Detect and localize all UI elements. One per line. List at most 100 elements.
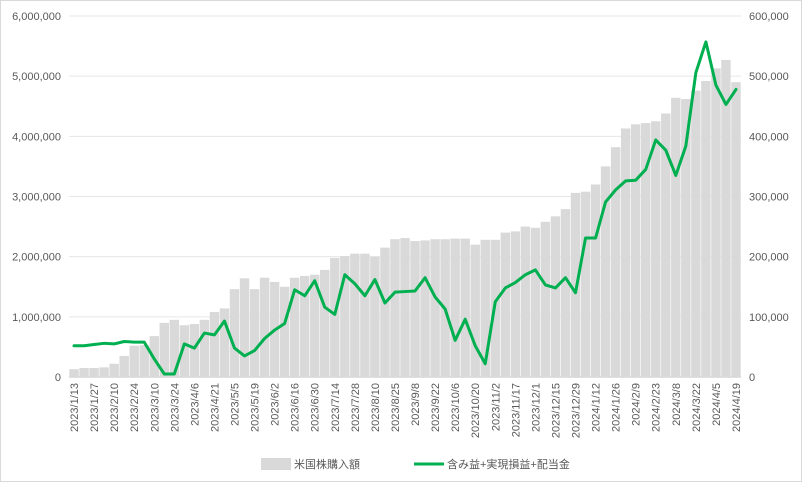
x-tick-label: 2023/6/30 — [310, 383, 322, 432]
bar — [209, 312, 220, 377]
bar — [229, 289, 240, 377]
x-tick-label: 2023/5/19 — [250, 383, 262, 432]
bar — [540, 221, 551, 377]
x-tick-label: 2023/11/2 — [490, 383, 502, 431]
bar — [671, 97, 681, 378]
bar — [630, 124, 641, 377]
legend-swatch-bar — [261, 458, 291, 470]
bar — [430, 239, 440, 377]
bar — [610, 147, 621, 377]
bar — [530, 227, 541, 377]
bar — [169, 319, 180, 377]
bar — [320, 269, 330, 377]
x-tick-label: 2024/4/5 — [711, 383, 723, 426]
x-tick-label: 2024/1/12 — [591, 383, 603, 432]
bar — [701, 80, 711, 377]
bar — [69, 369, 79, 377]
y-right-tick-label: 500,000 — [749, 71, 789, 83]
y-left-tick-label: 2,000,000 — [12, 252, 61, 264]
x-tick-label: 2023/7/28 — [350, 383, 362, 432]
x-tick-label: 2023/3/24 — [169, 383, 181, 432]
x-tick-label: 2023/12/1 — [530, 383, 542, 432]
bar — [129, 345, 139, 377]
x-tick-label: 2023/4/6 — [189, 383, 201, 426]
x-tick-label: 2023/12/15 — [550, 383, 562, 438]
x-tick-label: 2023/1/27 — [89, 383, 101, 432]
bar — [340, 256, 350, 377]
bar — [109, 363, 119, 377]
x-tick-label: 2023/12/29 — [571, 383, 583, 438]
bar — [600, 166, 611, 377]
line-series — [72, 40, 738, 376]
x-tick-label: 2024/3/22 — [691, 383, 703, 432]
y-left-tick-label: 5,000,000 — [12, 71, 61, 83]
bar — [380, 247, 390, 377]
bar — [279, 286, 290, 377]
y-right-tick-label: 600,000 — [749, 11, 789, 23]
bar — [289, 277, 300, 377]
bar — [731, 82, 741, 377]
bar — [410, 241, 420, 377]
bar — [681, 99, 691, 377]
y-left-tick-label: 4,000,000 — [12, 131, 61, 143]
bar — [299, 275, 310, 377]
bar — [520, 226, 531, 377]
x-tick-label: 2023/10/20 — [470, 383, 482, 438]
bar — [580, 191, 591, 377]
bar — [139, 345, 149, 377]
bar — [330, 257, 340, 377]
bar — [460, 238, 470, 377]
bar — [560, 209, 571, 377]
bar — [620, 128, 631, 377]
x-tick-label: 2024/2/9 — [631, 383, 643, 426]
legend-label-bar: 米国株購入額 — [294, 457, 360, 471]
x-tick-label: 2023/6/2 — [270, 383, 282, 426]
bar — [99, 367, 109, 377]
y-left-tick-label: 3,000,000 — [12, 192, 61, 204]
x-tick-label: 2023/2/24 — [129, 383, 141, 432]
x-tick-label: 2023/6/16 — [290, 383, 302, 432]
bar — [350, 253, 360, 377]
bar-series — [69, 59, 741, 378]
x-tick-label: 2024/3/8 — [671, 383, 683, 426]
y-left-tick-label: 6,000,000 — [12, 11, 61, 23]
bar — [590, 184, 601, 377]
bar — [661, 113, 671, 377]
y-right-tick-label: 100,000 — [749, 312, 789, 324]
y-right-tick-label: 200,000 — [749, 252, 789, 264]
x-tick-label: 2023/8/10 — [370, 383, 382, 432]
bar — [400, 238, 410, 377]
bar — [500, 232, 511, 377]
bar — [259, 277, 270, 377]
x-tick-label: 2023/3/10 — [149, 383, 161, 432]
bar — [159, 322, 169, 377]
bar — [89, 367, 99, 377]
y-axis-left: 0 1,000,000 2,000,000 3,000,000 4,000,000 5,0… — [12, 11, 61, 384]
x-tick-label: 2023/9/22 — [430, 383, 442, 432]
line-path — [72, 40, 738, 376]
x-tick-label: 2023/11/17 — [510, 383, 522, 437]
bar — [189, 324, 200, 377]
y-left-tick-label: 0 — [55, 372, 61, 384]
bar — [179, 325, 190, 377]
bar — [239, 278, 250, 377]
y-axis-right: 0 100,000 200,000 300,000 400,000 500,000 600,… — [749, 11, 789, 384]
y-right-tick-label: 400,000 — [749, 131, 789, 143]
bar — [219, 308, 230, 377]
bar — [119, 355, 129, 377]
x-tick-label: 2023/10/6 — [450, 383, 462, 432]
x-tick-label: 2023/1/13 — [69, 383, 81, 432]
bar — [199, 319, 210, 377]
x-tick-label: 2023/9/8 — [410, 383, 422, 426]
bar — [691, 90, 701, 378]
x-tick-label: 2023/4/21 — [209, 383, 221, 432]
x-tick-label: 2023/8/25 — [390, 383, 402, 432]
bar — [510, 231, 521, 377]
bar — [480, 239, 490, 377]
bar — [370, 256, 380, 377]
y-right-tick-label: 300,000 — [749, 192, 789, 204]
legend-label-line: 含み益+実現損益+配当金 — [447, 457, 570, 471]
bar — [641, 123, 651, 377]
